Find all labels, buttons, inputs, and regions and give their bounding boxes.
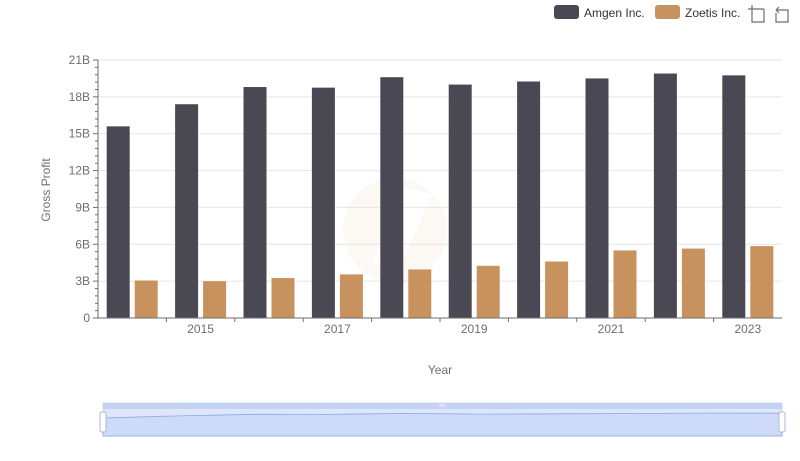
- legend-label-amgen[interactable]: Amgen Inc.: [584, 6, 645, 20]
- zoom-reset-icon[interactable]: [775, 6, 789, 23]
- y-tick-label: 12B: [69, 164, 90, 178]
- y-tick-label: 21B: [69, 53, 90, 67]
- y-tick-label: 18B: [69, 90, 90, 104]
- x-tick-label: 2017: [324, 322, 351, 336]
- bar-zoetis-inc-2017[interactable]: [339, 274, 363, 318]
- legend-swatch-zoetis[interactable]: [655, 5, 680, 19]
- bar-zoetis-inc-2015[interactable]: [203, 281, 227, 318]
- y-tick-label: 3B: [75, 274, 90, 288]
- bar-amgen-inc-2020[interactable]: [517, 81, 541, 319]
- bar-amgen-inc-2015[interactable]: [175, 104, 199, 318]
- bar-amgen-inc-2019[interactable]: [448, 84, 472, 318]
- slider-top-bar[interactable]: [103, 403, 782, 409]
- y-tick-label: 0: [83, 311, 90, 325]
- bar-amgen-inc-2018[interactable]: [380, 77, 404, 318]
- bar-amgen-inc-2021[interactable]: [585, 78, 609, 318]
- bar-amgen-inc-2022[interactable]: [653, 73, 677, 318]
- slider-handle-right[interactable]: [778, 411, 786, 433]
- x-tick-label: 2023: [734, 322, 761, 336]
- slider-handle-left[interactable]: [99, 411, 107, 433]
- x-axis-title: Year: [428, 363, 452, 377]
- bar-zoetis-inc-2020[interactable]: [545, 261, 569, 318]
- x-tick-label: 2019: [461, 322, 488, 336]
- slider-grip-icon[interactable]: [439, 404, 445, 407]
- y-tick-label: 9B: [75, 200, 90, 214]
- zoom-select-icon[interactable]: [748, 5, 765, 23]
- legend[interactable]: Amgen Inc. Zoetis Inc.: [554, 5, 740, 20]
- bar-zoetis-inc-2019[interactable]: [476, 265, 500, 318]
- x-tick-label: 2021: [598, 322, 625, 336]
- bar-amgen-inc-2014[interactable]: [106, 126, 130, 318]
- legend-label-zoetis[interactable]: Zoetis Inc.: [685, 6, 740, 20]
- y-axis-title: Gross Profit: [39, 158, 53, 222]
- bar-amgen-inc-2017[interactable]: [311, 87, 335, 319]
- bar-zoetis-inc-2023[interactable]: [750, 246, 774, 318]
- bar-zoetis-inc-2016[interactable]: [271, 278, 295, 318]
- legend-swatch-amgen[interactable]: [554, 5, 579, 19]
- bars: [106, 73, 774, 319]
- bar-zoetis-inc-2021[interactable]: [613, 250, 637, 318]
- bar-amgen-inc-2016[interactable]: [243, 87, 267, 319]
- x-tick-label: 2015: [187, 322, 214, 336]
- data-zoom-slider[interactable]: [99, 402, 786, 437]
- bar-amgen-inc-2023[interactable]: [722, 75, 746, 318]
- y-tick-label: 15B: [69, 127, 90, 141]
- slider-shadow-series: [102, 412, 783, 437]
- bar-zoetis-inc-2014[interactable]: [134, 280, 158, 318]
- bar-zoetis-inc-2022[interactable]: [681, 248, 705, 318]
- y-tick-label: 6B: [75, 237, 90, 251]
- y-axis: 0 3B 6B 9B 12B 15B 18B 21B: [69, 53, 99, 325]
- x-axis: 2015 2017 2019 2021 2023: [98, 317, 782, 336]
- bar-zoetis-inc-2018[interactable]: [408, 269, 432, 318]
